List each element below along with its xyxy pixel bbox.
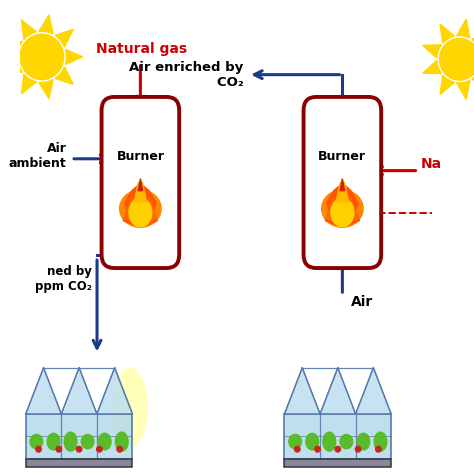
Polygon shape <box>134 182 146 202</box>
Polygon shape <box>440 75 455 94</box>
Text: Air
ambient: Air ambient <box>9 142 67 171</box>
Polygon shape <box>55 67 73 84</box>
Polygon shape <box>26 368 61 414</box>
Polygon shape <box>340 179 345 191</box>
Circle shape <box>335 447 340 452</box>
Ellipse shape <box>129 198 152 227</box>
Polygon shape <box>65 49 83 64</box>
Polygon shape <box>39 80 53 99</box>
Ellipse shape <box>289 435 301 449</box>
Ellipse shape <box>374 432 387 451</box>
Circle shape <box>375 447 381 452</box>
Text: Air: Air <box>351 295 373 309</box>
Circle shape <box>315 447 320 452</box>
Polygon shape <box>472 33 474 50</box>
Circle shape <box>36 447 41 452</box>
Polygon shape <box>456 19 470 38</box>
Text: Burner: Burner <box>117 150 164 163</box>
Text: Natural gas: Natural gas <box>96 42 187 56</box>
Polygon shape <box>320 368 356 414</box>
Polygon shape <box>124 198 139 222</box>
Circle shape <box>97 447 102 452</box>
Polygon shape <box>3 58 22 73</box>
FancyBboxPatch shape <box>101 97 179 268</box>
Circle shape <box>356 447 361 452</box>
FancyBboxPatch shape <box>26 459 132 467</box>
Polygon shape <box>39 15 53 34</box>
FancyBboxPatch shape <box>303 97 381 268</box>
Polygon shape <box>456 80 470 100</box>
Circle shape <box>294 447 300 452</box>
Ellipse shape <box>357 433 370 450</box>
Polygon shape <box>97 368 132 414</box>
Polygon shape <box>138 179 143 191</box>
Polygon shape <box>440 24 455 43</box>
Text: Burner: Burner <box>319 150 366 163</box>
Ellipse shape <box>47 433 60 450</box>
Polygon shape <box>344 198 359 222</box>
Polygon shape <box>61 368 97 414</box>
Ellipse shape <box>113 369 147 447</box>
Polygon shape <box>423 60 441 73</box>
Ellipse shape <box>306 433 319 450</box>
Polygon shape <box>472 68 474 85</box>
Polygon shape <box>142 198 157 222</box>
Polygon shape <box>21 20 36 39</box>
Ellipse shape <box>30 435 43 449</box>
Ellipse shape <box>119 190 161 228</box>
Polygon shape <box>325 183 359 227</box>
Ellipse shape <box>331 198 354 227</box>
Polygon shape <box>326 198 341 222</box>
Ellipse shape <box>322 190 363 228</box>
Circle shape <box>117 447 122 452</box>
Polygon shape <box>3 41 22 55</box>
Polygon shape <box>423 45 441 58</box>
Text: Na: Na <box>420 157 442 172</box>
Circle shape <box>56 447 62 452</box>
FancyBboxPatch shape <box>284 459 391 467</box>
Polygon shape <box>55 29 73 47</box>
Ellipse shape <box>323 432 336 451</box>
Polygon shape <box>123 183 157 227</box>
FancyBboxPatch shape <box>26 414 132 459</box>
FancyBboxPatch shape <box>284 414 391 459</box>
Ellipse shape <box>98 433 111 450</box>
Polygon shape <box>356 368 391 414</box>
Polygon shape <box>284 368 320 414</box>
Ellipse shape <box>115 432 128 451</box>
Circle shape <box>20 34 64 80</box>
Circle shape <box>76 447 82 452</box>
Ellipse shape <box>64 432 77 451</box>
Text: ned by
ppm CO₂: ned by ppm CO₂ <box>35 265 91 293</box>
Ellipse shape <box>81 435 94 449</box>
Text: Air enriched by
        CO₂: Air enriched by CO₂ <box>129 61 244 89</box>
Ellipse shape <box>340 435 353 449</box>
Polygon shape <box>336 182 349 202</box>
Circle shape <box>439 38 474 80</box>
Polygon shape <box>21 74 36 94</box>
